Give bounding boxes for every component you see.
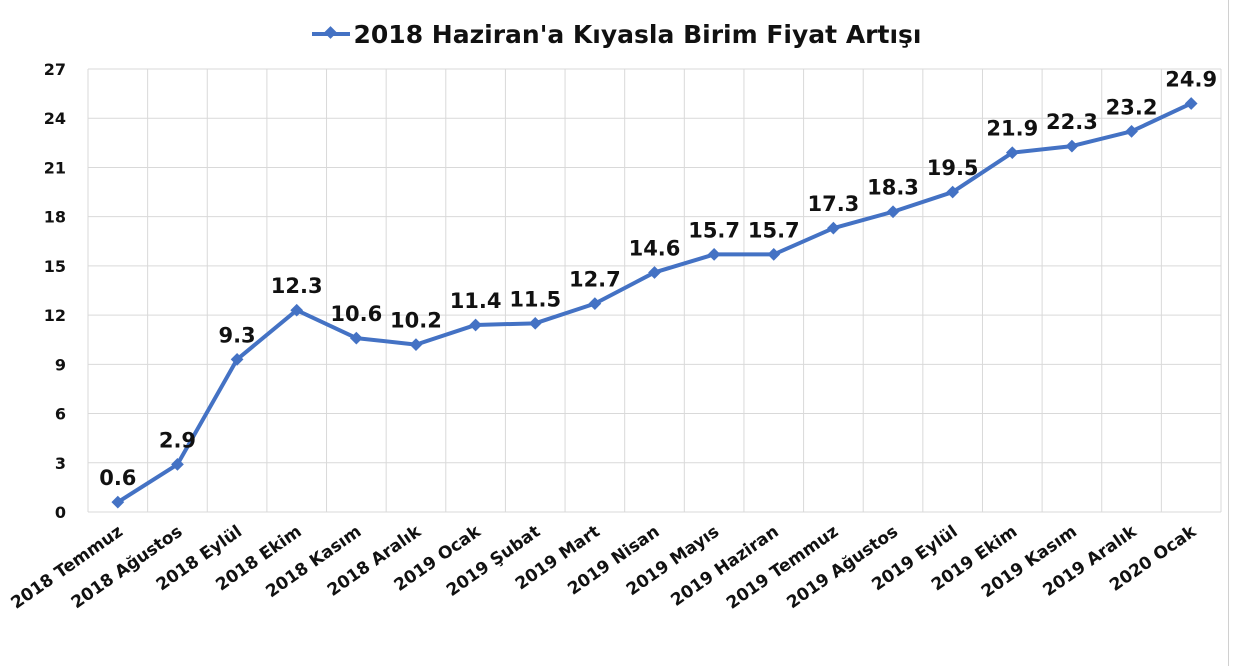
data-label: 12.7 [569, 268, 621, 292]
y-tick-label: 6 [55, 405, 66, 424]
y-tick-label: 24 [44, 109, 66, 128]
data-label: 23.2 [1106, 95, 1158, 119]
data-label: 18.3 [867, 176, 919, 200]
data-point [111, 495, 125, 509]
y-tick-label: 3 [55, 454, 66, 473]
data-point [1065, 139, 1079, 153]
frame-edge [1228, 0, 1229, 666]
y-tick-label: 15 [44, 257, 66, 276]
series-line [115, 101, 1194, 505]
data-label: 2.9 [159, 428, 196, 452]
data-point [230, 353, 244, 366]
data-label: 19.5 [927, 156, 979, 180]
data-label: 10.6 [330, 302, 382, 326]
legend-line-marker [311, 32, 350, 36]
data-label: 15.7 [748, 218, 800, 242]
data-label: 17.3 [807, 192, 859, 216]
data-point [767, 248, 781, 261]
data-point [528, 316, 542, 330]
data-point [409, 338, 423, 352]
y-tick-label: 27 [44, 60, 66, 79]
data-label: 14.6 [629, 236, 681, 260]
data-label: 22.3 [1046, 110, 1098, 134]
data-label: 10.2 [390, 309, 442, 333]
y-tick-label: 18 [44, 208, 66, 227]
data-label: 15.7 [688, 218, 740, 242]
data-label: 9.3 [218, 323, 255, 347]
data-point [469, 318, 482, 332]
data-label: 11.4 [450, 289, 502, 313]
y-tick-label: 0 [55, 503, 66, 522]
y-tick-label: 12 [44, 306, 66, 325]
data-label: 0.6 [99, 466, 136, 490]
data-label: 12.3 [271, 274, 323, 298]
data-point [349, 331, 363, 345]
data-point [707, 248, 721, 261]
legend-label: 2018 Haziran'a Kıyasla Birim Fiyat Artış… [353, 20, 922, 49]
data-point [1184, 97, 1198, 110]
data-label: 24.9 [1165, 67, 1217, 91]
data-label: 21.9 [986, 117, 1038, 141]
legend: 2018 Haziran'a Kıyasla Birim Fiyat Artış… [0, 20, 1233, 49]
data-point [827, 221, 840, 235]
y-tick-label: 21 [44, 158, 66, 177]
data-label: 11.5 [509, 287, 561, 311]
data-point [1125, 124, 1138, 138]
y-tick-label: 9 [55, 355, 66, 374]
data-point [290, 303, 304, 317]
data-point [171, 458, 184, 471]
